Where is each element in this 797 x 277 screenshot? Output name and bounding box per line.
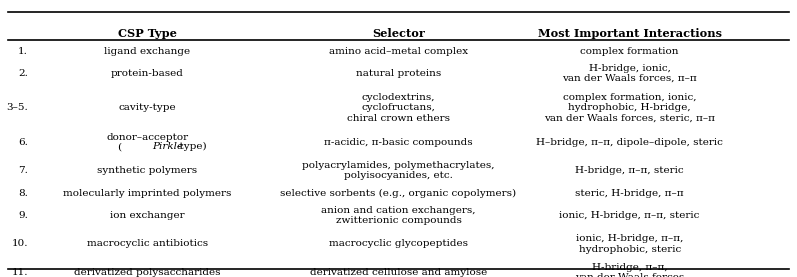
Text: (: ( (0, 276, 1, 277)
Text: H-bridge, π–π, steric: H-bridge, π–π, steric (575, 166, 684, 175)
Text: macrocyclic glycopeptides: macrocyclic glycopeptides (329, 239, 468, 248)
Text: cyclodextrins,
cyclofructans,
chiral crown ethers: cyclodextrins, cyclofructans, chiral cro… (347, 93, 450, 123)
Text: 8.: 8. (18, 189, 28, 198)
Text: 1.: 1. (18, 47, 28, 56)
Text: selective sorbents (e.g., organic copolymers): selective sorbents (e.g., organic copoly… (281, 189, 516, 198)
Text: 2.: 2. (18, 69, 28, 78)
Text: cavity-type: cavity-type (119, 103, 176, 112)
Text: -type): -type) (176, 142, 206, 152)
Text: synthetic polymers: synthetic polymers (97, 166, 198, 175)
Text: derivatized cellulose and amylose: derivatized cellulose and amylose (310, 268, 487, 277)
Text: molecularly imprinted polymers: molecularly imprinted polymers (63, 189, 232, 198)
Text: complex formation, ionic,
hydrophobic, H-bridge,
van der Waals forces, steric, π: complex formation, ionic, hydrophobic, H… (544, 93, 715, 123)
Text: natural proteins: natural proteins (356, 69, 441, 78)
Text: 7.: 7. (18, 166, 28, 175)
Text: protein-based: protein-based (111, 69, 184, 78)
Text: macrocyclic antibiotics: macrocyclic antibiotics (87, 239, 208, 248)
Text: 11.: 11. (11, 268, 28, 277)
Text: anion and cation exchangers,
zwitterionic compounds: anion and cation exchangers, zwitterioni… (321, 206, 476, 225)
Text: 10.: 10. (11, 239, 28, 248)
Text: ionic, H-bridge, π–π,
hydrophobic, steric: ionic, H-bridge, π–π, hydrophobic, steri… (576, 234, 683, 253)
Text: polyacrylamides, polymethacrylates,
polyisocyanides, etc.: polyacrylamides, polymethacrylates, poly… (302, 161, 495, 180)
Text: H-bridge, π–π,
van der Waals forces: H-bridge, π–π, van der Waals forces (575, 263, 685, 277)
Text: complex formation: complex formation (580, 47, 679, 56)
Text: 3–5.: 3–5. (6, 103, 28, 112)
Text: 9.: 9. (18, 211, 28, 220)
Text: π-acidic, π-basic compounds: π-acidic, π-basic compounds (324, 138, 473, 147)
Text: H-bridge, ionic,
van der Waals forces, π–π: H-bridge, ionic, van der Waals forces, π… (562, 64, 697, 83)
Text: donor–acceptor: donor–acceptor (106, 133, 189, 142)
Text: H–bridge, π–π, dipole–dipole, steric: H–bridge, π–π, dipole–dipole, steric (536, 138, 723, 147)
Text: ligand exchange: ligand exchange (104, 47, 190, 56)
Text: ionic, H-bridge, π–π, steric: ionic, H-bridge, π–π, steric (559, 211, 700, 220)
Text: steric, H-bridge, π–π: steric, H-bridge, π–π (575, 189, 684, 198)
Text: derivatized polysaccharides: derivatized polysaccharides (74, 268, 221, 277)
Text: CSP Type: CSP Type (118, 28, 177, 39)
Text: 6.: 6. (18, 138, 28, 147)
Text: amino acid–metal complex: amino acid–metal complex (329, 47, 468, 56)
Text: Selector: Selector (372, 28, 425, 39)
Text: (: ( (117, 142, 121, 152)
Text: ion exchanger: ion exchanger (110, 211, 185, 220)
Text: Pirkle: Pirkle (152, 142, 183, 152)
Text: Most Important Interactions: Most Important Interactions (538, 28, 721, 39)
